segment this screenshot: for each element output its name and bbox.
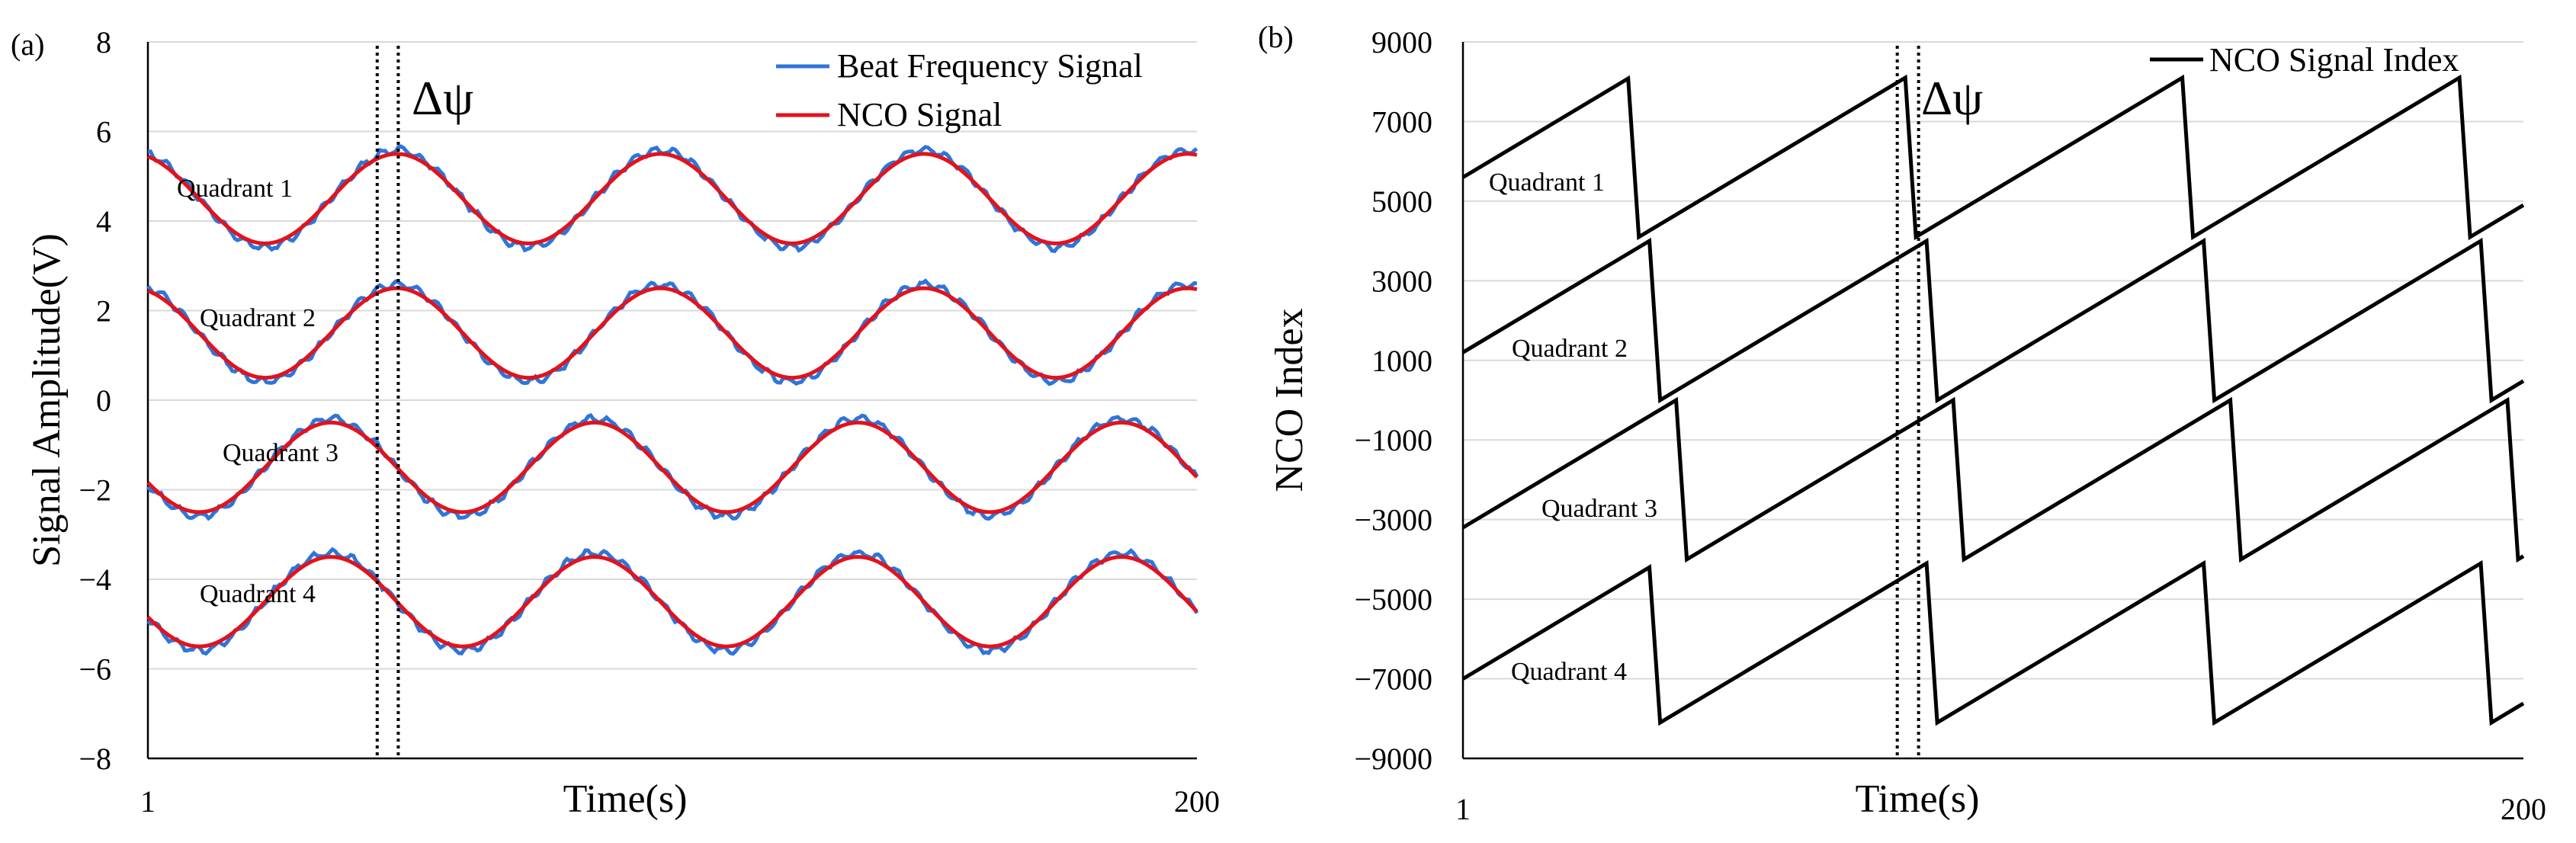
nco-signal-line [146, 555, 1198, 649]
panel-a-x-axis-title: Time(s) [563, 777, 688, 821]
legend-nco-index-label: NCO Signal Index [2209, 41, 2459, 79]
panel-b-quadrant-label: Quadrant 2 [1512, 335, 1628, 363]
panel-b-x-tick-min: 1 [1455, 792, 1471, 826]
panel-a-y-tick-label: −8 [79, 742, 111, 776]
panel-b-y-tick-label: −1000 [1354, 423, 1432, 457]
panel-b-y-tick-label: 1000 [1371, 344, 1432, 378]
panel-a-delta-psi-label: Δψ [412, 71, 473, 125]
panel-a-legend: Beat Frequency Signal NCO Signal [776, 47, 1143, 133]
panel-a-quadrant-label: Quadrant 2 [200, 304, 316, 332]
panel-a-y-axis-title: Signal Amplitude(V) [25, 233, 69, 567]
panel-b-y-tick-label: 9000 [1371, 25, 1432, 59]
panel-a-y-tick-label: 6 [96, 115, 111, 149]
panel-a-y-tick-label: 8 [96, 25, 111, 59]
panel-b-y-tick-label: −7000 [1354, 662, 1432, 697]
panel-b-label: (b) [1258, 20, 1294, 54]
panel-b-x-tick-max: 200 [2501, 792, 2546, 826]
panel-a-y-tick-label: 4 [96, 204, 111, 239]
panel-b-y-tick-label: −3000 [1354, 503, 1432, 537]
nco-index-line [1461, 74, 2525, 241]
panel-b-y-tick-label: −5000 [1354, 582, 1432, 617]
panel-a-label: (a) [11, 27, 44, 62]
nco-index-line [1461, 559, 2525, 726]
panel-b-y-tick-label: 5000 [1371, 184, 1432, 219]
panel-a: (a) 8 6 4 2 0 −2 −4 −6 −8 Δψ Quadrant 1 Quadrant … [11, 25, 1220, 821]
legend-beat-label: Beat Frequency Signal [837, 47, 1143, 85]
panel-a-x-tick-max: 200 [1174, 784, 1220, 819]
nco-signal-line [147, 286, 1198, 380]
panel-b-y-tick-label: 3000 [1371, 264, 1432, 298]
panel-b-delta-psi-label: Δψ [1921, 71, 1983, 125]
panel-b-y-tick-label: 7000 [1371, 104, 1432, 139]
nco-index-line [1461, 396, 2525, 563]
nco-signal-line [147, 152, 1198, 245]
panel-b-y-axis-title: NCO Index [1268, 308, 1311, 492]
panel-b-quadrant-label: Quadrant 1 [1489, 168, 1605, 197]
panel-a-quadrant-label: Quadrant 1 [177, 175, 293, 203]
panel-b: (b) 9000 7000 5000 3000 1000 −1000 −3000 −5000 −… [1258, 20, 2546, 826]
panel-b-y-tick-label: −9000 [1354, 742, 1432, 776]
legend-nco-label: NCO Signal [837, 96, 1002, 133]
panel-a-quadrant-label: Quadrant 3 [223, 439, 338, 467]
nco-index-line [1461, 237, 2525, 404]
panel-a-y-tick-label: 0 [96, 383, 111, 418]
panel-b-x-axis-title: Time(s) [1856, 777, 1980, 821]
nco-signal-line [146, 420, 1198, 514]
panel-a-y-tick-label: −6 [79, 652, 111, 687]
panel-a-y-tick-label: −4 [79, 563, 111, 597]
panel-a-y-tick-label: 2 [96, 294, 111, 329]
panel-a-quadrant-label: Quadrant 4 [200, 580, 316, 608]
panel-b-quadrant-label: Quadrant 4 [1511, 658, 1627, 686]
panel-a-x-tick-min: 1 [140, 784, 156, 819]
panel-b-quadrant-label: Quadrant 3 [1541, 495, 1657, 523]
panel-a-y-tick-label: −2 [79, 473, 111, 508]
panel-b-legend: NCO Signal Index [2150, 41, 2459, 79]
